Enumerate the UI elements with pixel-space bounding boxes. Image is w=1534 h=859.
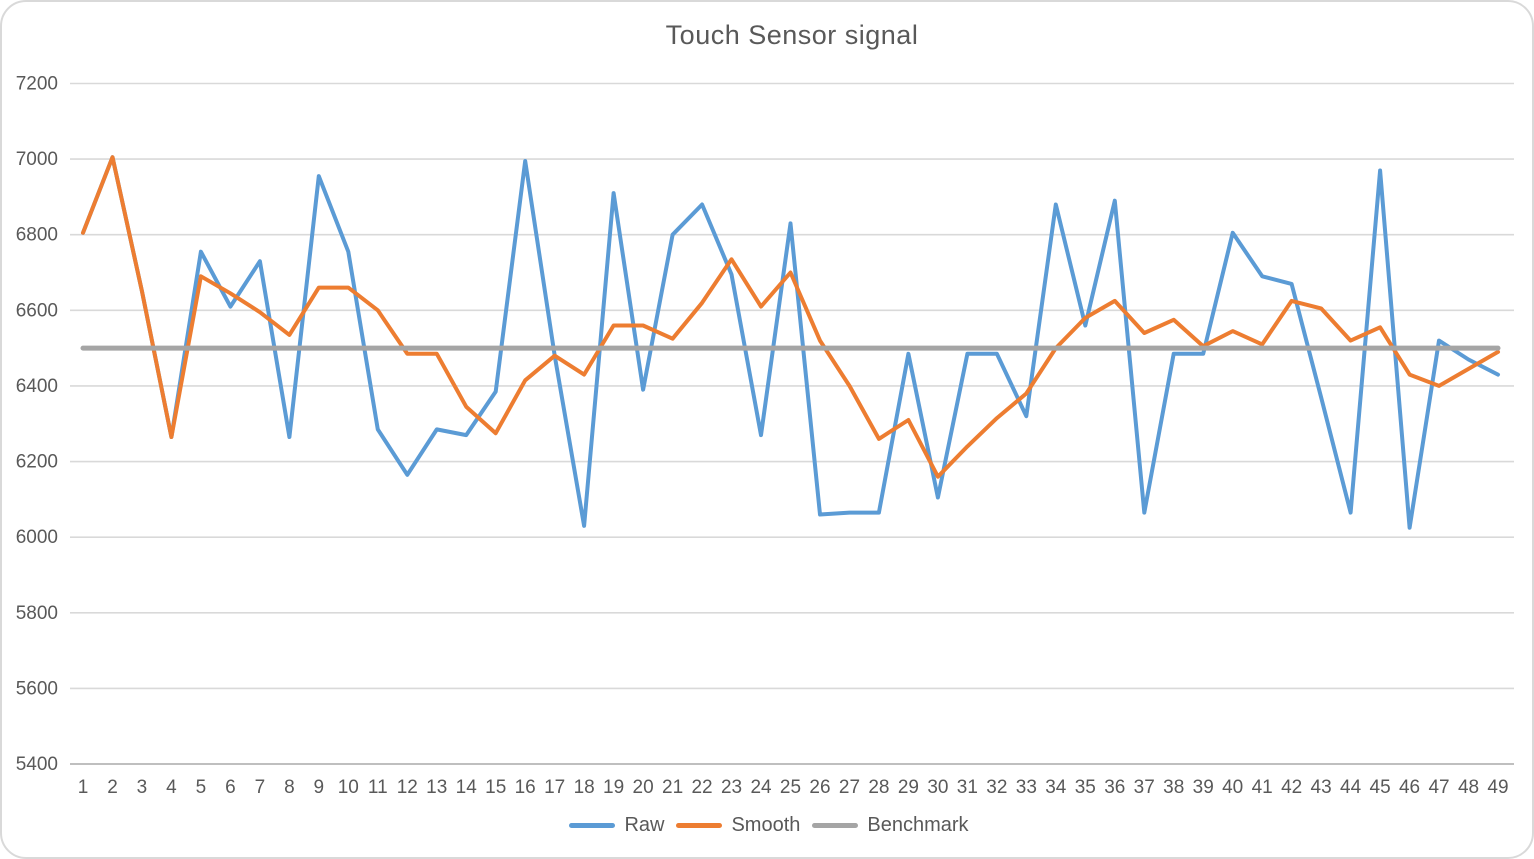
y-axis-tick-label: 6600 <box>16 300 58 321</box>
x-axis-tick-label: 14 <box>456 777 478 798</box>
x-axis-tick-label: 8 <box>284 777 295 798</box>
legend-item-raw: Raw <box>569 814 664 837</box>
y-axis-tick-label: 6200 <box>16 452 58 473</box>
smooth-line-swatch-icon <box>676 823 723 828</box>
x-axis-tick-label: 10 <box>338 777 359 798</box>
legend-label-benchmark: Benchmark <box>867 814 969 836</box>
x-axis-tick-label: 5 <box>196 777 207 798</box>
x-axis-tick-label: 29 <box>898 777 919 798</box>
x-axis-tick-label: 43 <box>1311 777 1332 798</box>
chart-legend: Raw Smooth Benchmark <box>2 814 1532 837</box>
x-axis-tick-label: 32 <box>986 777 1007 798</box>
x-axis-tick-label: 7 <box>255 777 266 798</box>
benchmark-line-swatch-icon <box>812 823 859 828</box>
legend-item-benchmark: Benchmark <box>812 814 969 837</box>
x-axis-tick-label: 4 <box>166 777 177 798</box>
x-axis-tick-label: 30 <box>927 777 948 798</box>
x-axis-tick-label: 36 <box>1104 777 1125 798</box>
series-line-raw <box>81 155 1500 530</box>
series-line-smooth <box>81 155 1500 479</box>
x-axis-tick-label: 26 <box>809 777 830 798</box>
chart-title: Touch Sensor signal <box>665 20 919 50</box>
x-axis-tick-label: 18 <box>574 777 595 798</box>
x-axis-tick-label: 33 <box>1016 777 1037 798</box>
x-axis-tick-label: 12 <box>397 777 418 798</box>
x-axis-tick-label: 16 <box>515 777 536 798</box>
x-axis-tick-label: 34 <box>1045 777 1067 798</box>
x-axis-tick-label: 35 <box>1075 777 1096 798</box>
x-axis-tick-label: 2 <box>107 777 118 798</box>
legend-label-raw: Raw <box>624 814 665 836</box>
legend-label-smooth: Smooth <box>731 814 801 836</box>
x-axis-tick-label: 47 <box>1428 777 1449 798</box>
x-axis-tick-label: 31 <box>957 777 978 798</box>
x-axis-tick-label: 22 <box>691 777 712 798</box>
y-axis-tick-label: 6800 <box>16 225 58 246</box>
x-axis-tick-label: 40 <box>1222 777 1243 798</box>
y-axis-tick-label: 6000 <box>16 527 58 548</box>
x-axis-tick-label: 44 <box>1340 777 1362 798</box>
y-axis-tick-label: 5800 <box>16 603 58 624</box>
x-axis-tick-label: 39 <box>1193 777 1214 798</box>
x-axis-tick-label: 3 <box>137 777 148 798</box>
raw-line-swatch-icon <box>569 823 616 828</box>
y-axis-tick-label: 5600 <box>16 678 58 699</box>
x-axis-tick-label: 27 <box>839 777 860 798</box>
x-axis-tick-label: 38 <box>1163 777 1184 798</box>
y-axis-tick-label: 7000 <box>16 149 58 170</box>
x-axis-tick-label: 24 <box>750 777 772 798</box>
x-axis-tick-label: 9 <box>314 777 325 798</box>
x-axis-tick-label: 48 <box>1458 777 1479 798</box>
x-axis-tick-label: 49 <box>1487 777 1508 798</box>
x-axis-tick-label: 45 <box>1370 777 1391 798</box>
x-axis-tick-label: 6 <box>225 777 236 798</box>
x-axis-tick-label: 41 <box>1252 777 1273 798</box>
x-axis-tick-label: 15 <box>485 777 506 798</box>
x-axis-tick-label: 23 <box>721 777 742 798</box>
x-axis-tick-label: 21 <box>662 777 683 798</box>
x-axis-tick-label: 42 <box>1281 777 1302 798</box>
x-axis-tick-label: 37 <box>1134 777 1155 798</box>
x-axis-tick-label: 19 <box>603 777 624 798</box>
x-axis-tick-label: 28 <box>868 777 889 798</box>
x-axis-tick-label: 20 <box>633 777 654 798</box>
y-axis-tick-label: 7200 <box>16 74 58 95</box>
y-axis-tick-label: 6400 <box>16 376 58 397</box>
x-axis-tick-label: 1 <box>78 777 89 798</box>
y-axis-tick-label: 5400 <box>16 754 58 775</box>
x-axis-tick-label: 25 <box>780 777 801 798</box>
x-axis-tick-label: 13 <box>426 777 447 798</box>
x-axis-tick-label: 11 <box>368 777 388 798</box>
x-axis-tick-label: 46 <box>1399 777 1420 798</box>
legend-item-smooth: Smooth <box>676 814 800 837</box>
x-axis-tick-label: 17 <box>544 777 565 798</box>
